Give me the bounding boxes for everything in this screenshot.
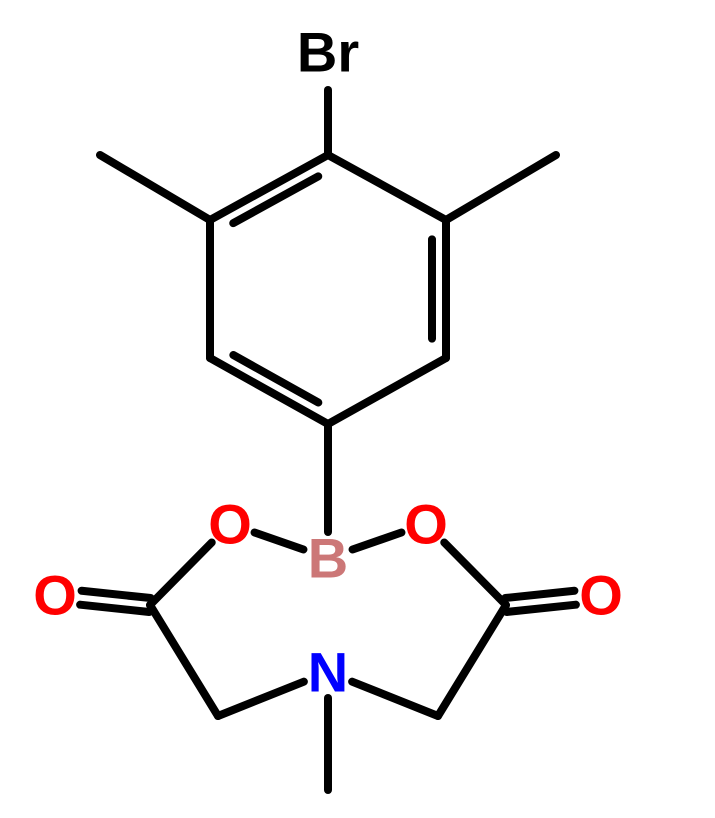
bond (507, 605, 576, 612)
molecule-diagram: BrBOOOON (0, 0, 715, 818)
bond (100, 155, 210, 220)
atom-label-o: O (579, 564, 623, 627)
bond (444, 543, 506, 606)
atom-label-o: O (33, 564, 77, 627)
bond (150, 543, 212, 606)
bond (218, 682, 304, 716)
molecule-svg: BrBOOOON (0, 0, 715, 818)
bond (210, 155, 328, 220)
bond (353, 533, 402, 550)
bond (438, 605, 506, 716)
bond (255, 533, 304, 550)
bond (210, 358, 328, 424)
atom-label-b: B (308, 527, 348, 590)
bond (82, 591, 151, 598)
atom-label-br: Br (297, 21, 359, 84)
bond (328, 358, 446, 424)
bond (352, 682, 438, 716)
bond (328, 155, 446, 220)
bond (505, 591, 574, 598)
atom-label-n: N (308, 641, 348, 704)
bond (150, 605, 218, 716)
bond (446, 155, 556, 220)
atom-label-o: O (404, 493, 448, 556)
bond (80, 605, 149, 612)
atom-label-o: O (208, 493, 252, 556)
